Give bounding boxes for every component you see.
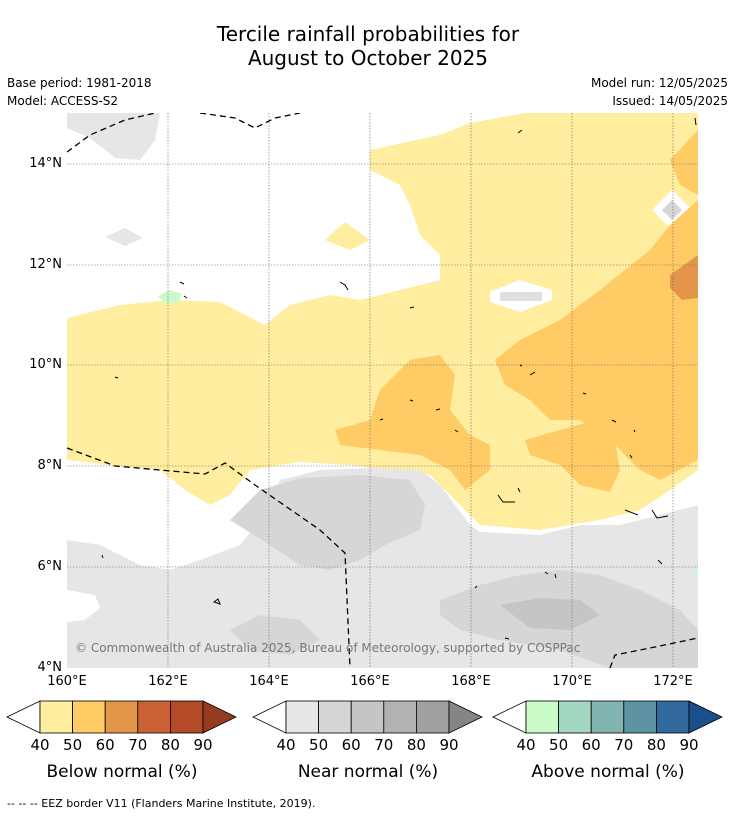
lon-label-160e: 160°E xyxy=(47,674,87,689)
near-normal-region-60-70 xyxy=(500,598,600,630)
above-colorbar-label: 50 xyxy=(549,736,569,754)
near-normal-region-50-60-c xyxy=(230,615,320,655)
below-colorbar-cell xyxy=(137,700,171,734)
below-colorbar-label: 40 xyxy=(30,736,50,754)
near-colorbar-label: 50 xyxy=(309,736,329,754)
below-colorbar-cell xyxy=(104,700,139,734)
lat-label-8n: 8°N xyxy=(37,458,63,473)
lat-label-4n: 4°N xyxy=(37,660,63,675)
near-normal-patch xyxy=(500,292,542,301)
above-colorbar-cell xyxy=(623,700,657,734)
near-normal-region-50-60-a xyxy=(230,475,425,570)
title-line-2: August to October 2025 xyxy=(247,46,489,70)
above-colorbar-label: 80 xyxy=(646,736,666,754)
lon-label-164e: 164°E xyxy=(249,674,289,689)
near-colorbar-label: 90 xyxy=(439,736,459,754)
near-normal-diamond xyxy=(662,200,682,220)
lon-label-168e: 168°E xyxy=(451,674,491,689)
below-normal-colorbar xyxy=(6,700,237,734)
below-colorbar-label: 90 xyxy=(193,736,213,754)
gridlines xyxy=(67,113,698,668)
below-normal-region-50-60-ne xyxy=(670,130,698,195)
below-normal-region-50-60-south xyxy=(525,420,620,492)
above-normal-title: Above normal (%) xyxy=(531,762,685,782)
base-period: Base period: 1981-2018 xyxy=(7,76,152,90)
no-dominant-hole-4 xyxy=(67,590,100,622)
map-title: Tercile rainfall probabilities for Augus… xyxy=(0,22,736,70)
near-colorbar-cell xyxy=(318,700,352,734)
below-normal-region-isolated xyxy=(325,222,370,250)
near-colorbar-cell xyxy=(285,700,319,734)
below-colorbar-label: 60 xyxy=(95,736,115,754)
below-colorbar-label: 50 xyxy=(63,736,83,754)
below-normal-region-50-60-east xyxy=(495,200,698,480)
above-colorbar-cell xyxy=(655,700,690,734)
above-colorbar-label: 40 xyxy=(516,736,536,754)
near-colorbar-label: 70 xyxy=(374,736,394,754)
below-normal-region-50-60-center xyxy=(335,355,490,490)
eez-footnote: -- -- -- EEZ border V11 (Flanders Marine… xyxy=(7,797,316,810)
near-colorbar-min-arrow xyxy=(252,700,287,734)
above-colorbar-cell xyxy=(590,700,625,734)
meta-right: Model run: 12/05/2025 Issued: 14/05/2025 xyxy=(591,74,728,110)
probability-map xyxy=(67,113,698,668)
near-colorbar-cell xyxy=(383,700,417,734)
above-colorbar-label: 70 xyxy=(614,736,634,754)
near-colorbar-label: 80 xyxy=(406,736,426,754)
copyright-notice: © Commonwealth of Australia 2025, Bureau… xyxy=(75,641,581,655)
above-colorbar-min-arrow xyxy=(492,700,527,734)
above-colorbar-cell xyxy=(525,700,559,734)
above-colorbar-label: 60 xyxy=(581,736,601,754)
below-colorbar-cell xyxy=(72,700,106,734)
lat-label-14n: 14°N xyxy=(29,156,62,171)
near-colorbar-cell xyxy=(350,700,385,734)
near-normal-colorbar xyxy=(252,700,483,734)
near-colorbar-label: 40 xyxy=(276,736,296,754)
near-normal-region-small xyxy=(105,228,143,246)
lat-label-12n: 12°N xyxy=(29,257,62,272)
lat-label-10n: 10°N xyxy=(29,357,62,372)
model-run: Model run: 12/05/2025 xyxy=(590,76,728,90)
near-normal-title: Near normal (%) xyxy=(297,762,439,782)
above-normal-colorbar xyxy=(492,700,723,734)
above-normal-speck-1 xyxy=(158,290,182,303)
below-normal-title: Below normal (%) xyxy=(46,762,198,782)
below-normal-region-60-70 xyxy=(670,255,698,300)
below-normal-region-40-50 xyxy=(67,113,698,530)
below-colorbar-max-arrow xyxy=(202,700,237,734)
near-normal-region-nw xyxy=(67,113,160,160)
lon-label-162e: 162°E xyxy=(148,674,188,689)
issued-date: Issued: 14/05/2025 xyxy=(612,94,728,108)
meta-left: Base period: 1981-2018 Model: ACCESS-S2 xyxy=(7,74,152,110)
below-colorbar-min-arrow xyxy=(6,700,41,734)
near-colorbar-cell xyxy=(415,700,450,734)
near-colorbar-max-arrow xyxy=(448,700,483,734)
islands xyxy=(101,117,697,640)
near-colorbar-label: 60 xyxy=(341,736,361,754)
below-colorbar-label: 80 xyxy=(160,736,180,754)
below-colorbar-cell xyxy=(169,700,204,734)
map-regions xyxy=(67,113,698,668)
lon-label-166e: 166°E xyxy=(350,674,390,689)
below-colorbar-cell xyxy=(39,700,73,734)
below-colorbar-label: 70 xyxy=(128,736,148,754)
model-name: Model: ACCESS-S2 xyxy=(7,94,119,108)
above-colorbar-label: 90 xyxy=(679,736,699,754)
above-colorbar-cell xyxy=(558,700,592,734)
lon-label-170e: 170°E xyxy=(552,674,592,689)
lon-label-172e: 172°E xyxy=(653,674,693,689)
above-colorbar-max-arrow xyxy=(688,700,723,734)
above-normal-speck-2 xyxy=(694,568,698,576)
title-line-1: Tercile rainfall probabilities for xyxy=(216,22,520,46)
lat-label-6n: 6°N xyxy=(37,559,63,574)
eez-borders xyxy=(67,113,698,668)
